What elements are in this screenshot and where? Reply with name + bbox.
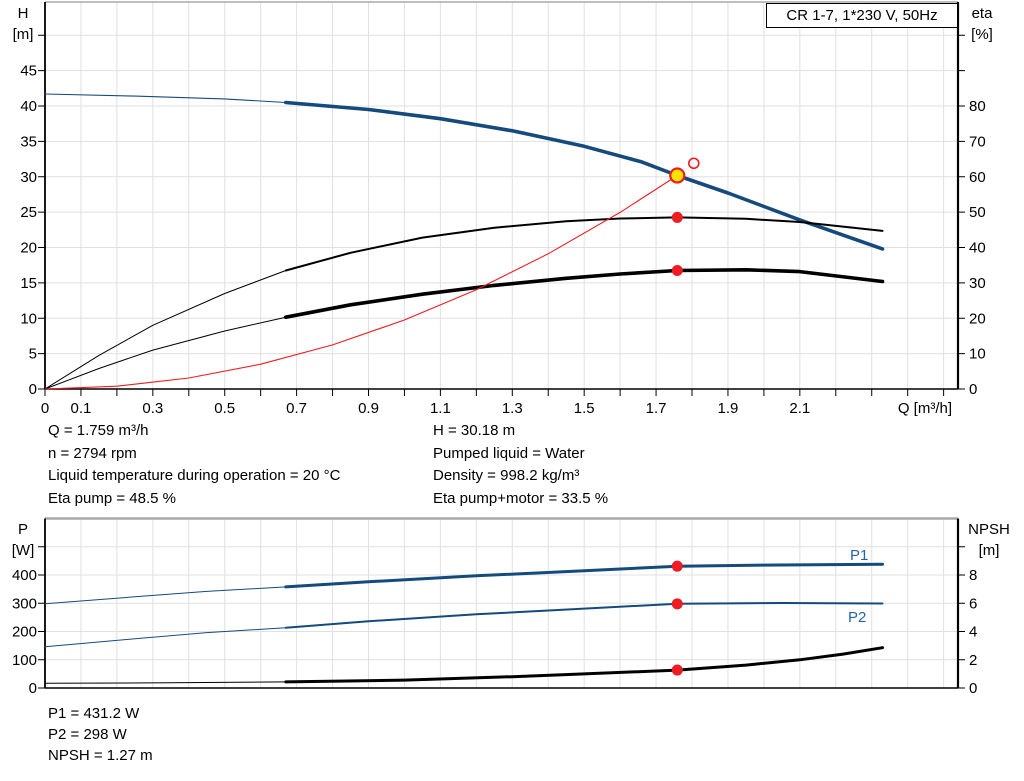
y-left-tick-label: 20: [20, 240, 37, 257]
h-axis-title: H [m]: [12, 5, 34, 43]
y-right-tick-label: 4: [969, 624, 977, 641]
info-q: Q = 1.759 m³/h: [48, 422, 149, 439]
info-density: Density = 998.2 kg/m³: [433, 467, 580, 485]
curve-eta-pump-lead: [44, 270, 287, 390]
x-tick-label: 0: [41, 400, 49, 417]
eta-axis-title: eta [%]: [971, 5, 993, 43]
info-h: H = 30.18 m: [433, 422, 516, 439]
operating-point-dot: [671, 264, 683, 276]
y-left-tick-label: 0: [29, 680, 37, 697]
y-left-tick-label: 400: [12, 567, 37, 584]
info-pumped-liquid: Pumped liquid = Water: [433, 444, 585, 462]
curve-p2: [284, 602, 884, 629]
x-tick-label: 0.5: [214, 400, 235, 417]
x-tick-label: 0.7: [286, 400, 307, 417]
y-right-tick-label: 10: [969, 346, 986, 363]
curve-head: [283, 100, 885, 251]
y-left-tick-label: 15: [20, 275, 37, 292]
curve-eta-pump-motor: [283, 267, 885, 320]
y-right-tick-label: 50: [969, 204, 986, 221]
x-tick-label: 1.1: [430, 400, 451, 417]
info-eta-pump-motor: Eta pump+motor = 33.5 %: [433, 489, 609, 507]
x-tick-label: 0.1: [71, 400, 92, 417]
y-left-tick-label: 0: [29, 381, 37, 398]
info-liquid-temp: Liquid temperature during operation = 20…: [48, 467, 341, 485]
curve-eta-pump: [284, 216, 884, 272]
x-axis-unit-label: Q [m³/h]: [898, 400, 952, 417]
p1-curve-label: P1: [850, 547, 869, 564]
curve-system-curve: [44, 174, 678, 390]
y-right-tick-label: 70: [969, 133, 986, 150]
power-info: P1 = 431.2 W P2 = 298 W NPSH = 1.27 m: [48, 703, 153, 766]
rated-point-marker: [688, 157, 700, 170]
x-tick-label: 1.3: [502, 400, 523, 417]
y-right-tick-label: 0: [969, 381, 977, 398]
x-tick-label: 0.9: [358, 400, 379, 417]
x-tick-label: 1.5: [574, 400, 595, 417]
curve-p2-lead: [44, 627, 287, 648]
y-left-tick-label: 100: [12, 652, 37, 669]
info-p2: P2 = 298 W: [48, 726, 127, 743]
operating-point-dot: [671, 560, 683, 572]
info-p1: P1 = 431.2 W: [48, 705, 140, 722]
pump-model-title: CR 1-7, 1*230 V, 50Hz: [766, 3, 958, 28]
y-left-tick-label: 300: [12, 595, 37, 612]
duty-info-right: H = 30.18 m Pumped liquid = Water Densit…: [433, 420, 608, 510]
curve-p1-lead: [44, 586, 287, 605]
operating-point-dot: [671, 211, 683, 223]
y-right-tick-label: 60: [969, 169, 986, 186]
info-npsh: NPSH = 1.27 m: [48, 747, 153, 764]
y-left-tick-label: 5: [29, 346, 37, 363]
y-left-tick-label: 40: [20, 98, 37, 115]
duty-point-marker[interactable]: [669, 167, 686, 184]
y-right-tick-label: 30: [969, 275, 986, 292]
duty-info-left: Q = 1.759 m³/h n = 2794 rpm Liquid tempe…: [48, 420, 340, 510]
x-tick-label: 0.3: [142, 400, 163, 417]
npsh-axis-title: NPSH [m]: [968, 521, 1010, 559]
y-left-tick-label: 45: [20, 63, 37, 80]
operating-point-dot: [671, 598, 683, 610]
y-left-tick-label: 200: [12, 624, 37, 641]
p2-curve-label: P2: [848, 609, 867, 626]
y-right-tick-label: 40: [969, 240, 986, 257]
y-left-tick-label: 25: [20, 204, 37, 221]
y-left-tick-label: 35: [20, 133, 37, 150]
curve-npsh-lead: [44, 681, 287, 684]
y-right-tick-label: 6: [969, 595, 977, 612]
info-eta-pump: Eta pump = 48.5 %: [48, 489, 176, 507]
operating-point-dot: [671, 664, 683, 676]
x-tick-label: 1.9: [718, 400, 739, 417]
info-n: n = 2794 rpm: [48, 444, 137, 462]
curve-eta-pump-motor-lead: [44, 316, 287, 390]
y-right-tick-label: 2: [969, 652, 977, 669]
y-left-tick-label: 10: [20, 310, 37, 327]
y-left-tick-label: 30: [20, 169, 37, 186]
y-right-tick-label: 20: [969, 310, 986, 327]
p-axis-title: P [W]: [11, 521, 35, 559]
y-right-tick-label: 0: [969, 680, 977, 697]
y-right-tick-label: 80: [969, 98, 986, 115]
x-tick-label: 1.7: [646, 400, 667, 417]
curve-head-lead: [44, 93, 287, 104]
y-right-tick-label: 8: [969, 567, 977, 584]
x-tick-label: 2.1: [789, 400, 810, 417]
curve-p1: [284, 562, 884, 589]
